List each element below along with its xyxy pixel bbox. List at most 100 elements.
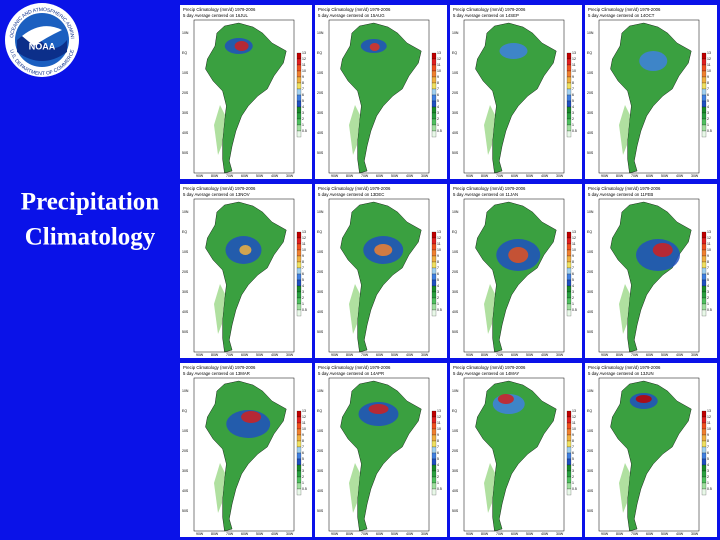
colorbar-label: 8	[302, 439, 304, 443]
colorbar-label: 3	[572, 111, 574, 115]
colorbar-label: 5	[572, 457, 574, 461]
colorbar-cell	[431, 279, 437, 287]
lat-label: 40S	[452, 489, 459, 493]
colorbar-label: 7	[437, 87, 439, 91]
colorbar-cell	[296, 100, 302, 108]
colorbar-cell	[431, 249, 437, 257]
colorbar-cell	[701, 428, 707, 436]
colorbar-label: 11	[437, 63, 441, 67]
colorbar-label: 11	[437, 242, 441, 246]
colorbar-cell	[431, 476, 437, 484]
panel-subtitle: 5 day Average centered on 14MAY	[453, 371, 519, 376]
colorbar-cell	[701, 482, 707, 490]
colorbar-cell	[296, 416, 302, 424]
colorbar-cell	[701, 118, 707, 126]
colorbar-label: 7	[302, 266, 304, 270]
lon-label: 60W	[646, 174, 654, 178]
lon-label: 80W	[616, 532, 624, 536]
colorbar-cell	[701, 279, 707, 287]
lat-label: EQ	[587, 409, 592, 413]
colorbar-label: 2	[302, 296, 304, 300]
colorbar-label: 11	[707, 63, 711, 67]
lon-label: 30W	[556, 174, 564, 178]
colorbar-label: 7	[437, 445, 439, 449]
colorbar-cell	[701, 309, 707, 317]
lat-label: 50S	[452, 151, 459, 155]
lat-label: 40S	[452, 131, 459, 135]
colorbar-label: 2	[437, 475, 439, 479]
colorbar-label: 7	[302, 87, 304, 91]
colorbar-cell	[566, 58, 572, 66]
colorbar-label: 2	[572, 117, 574, 121]
colorbar-cell	[296, 482, 302, 490]
colorbar-label: 6	[707, 451, 709, 455]
colorbar-cell	[431, 118, 437, 126]
lon-label: 60W	[511, 174, 519, 178]
colorbar-label: 3	[572, 469, 574, 473]
colorbar-cell	[701, 488, 707, 496]
colorbar-cell	[701, 130, 707, 138]
colorbar-label: 9	[572, 75, 574, 79]
colorbar-label: 1	[572, 302, 574, 306]
colorbar-label: 0.5	[707, 487, 712, 491]
colorbar-cell	[296, 64, 302, 72]
lat-label: 50S	[452, 509, 459, 513]
colorbar-label: 10	[707, 69, 711, 73]
colorbar-label: 0.5	[707, 308, 712, 312]
colorbar-cell	[431, 88, 437, 96]
lat-label: 30S	[317, 111, 324, 115]
lon-label: 50W	[256, 353, 264, 357]
lon-label: 60W	[376, 174, 384, 178]
colorbar-label: 3	[707, 469, 709, 473]
colorbar-cell	[566, 291, 572, 299]
colorbar-cell	[701, 243, 707, 251]
lat-label: 30S	[452, 111, 459, 115]
continent-south	[214, 463, 225, 513]
colorbar-label: 13	[707, 51, 711, 55]
lat-label: 20S	[182, 449, 189, 453]
colorbar-label: 10	[437, 248, 441, 252]
lat-label: 20S	[317, 91, 324, 95]
colorbar-cell	[566, 255, 572, 263]
colorbar-cell	[431, 237, 437, 245]
colorbar-cell	[431, 291, 437, 299]
colorbar-label: 4	[437, 284, 439, 288]
colorbar-label: 7	[437, 266, 439, 270]
colorbar-label: 1	[437, 481, 439, 485]
colorbar-label: 0.5	[572, 308, 577, 312]
colorbar-label: 11	[572, 63, 576, 67]
colorbar-label: 8	[707, 81, 709, 85]
lat-label: 20S	[587, 449, 594, 453]
lon-label: 30W	[691, 532, 699, 536]
colorbar-label: 5	[572, 99, 574, 103]
colorbar-cell	[701, 64, 707, 72]
colorbar-cell	[296, 428, 302, 436]
colorbar-cell	[701, 273, 707, 281]
continent-south	[214, 105, 225, 155]
colorbar-cell	[431, 58, 437, 66]
colorbar-label: 6	[707, 93, 709, 97]
lon-label: 70W	[631, 532, 639, 536]
lat-label: 40S	[182, 131, 189, 135]
colorbar-cell	[566, 94, 572, 102]
colorbar-cell	[566, 82, 572, 90]
lat-label: 10S	[317, 71, 324, 75]
continent	[610, 22, 692, 174]
lat-label: 30S	[452, 290, 459, 294]
lon-label: 80W	[346, 353, 354, 357]
continent-south	[619, 284, 630, 334]
lon-label: 50W	[661, 353, 669, 357]
colorbar-cell	[566, 416, 572, 424]
colorbar-cell	[296, 52, 302, 60]
lat-label: EQ	[452, 230, 457, 234]
colorbar-label: 8	[572, 439, 574, 443]
lat-label: 10N	[182, 31, 189, 35]
lon-label: 80W	[211, 174, 219, 178]
lon-label: 90W	[196, 174, 204, 178]
continent	[475, 201, 557, 353]
